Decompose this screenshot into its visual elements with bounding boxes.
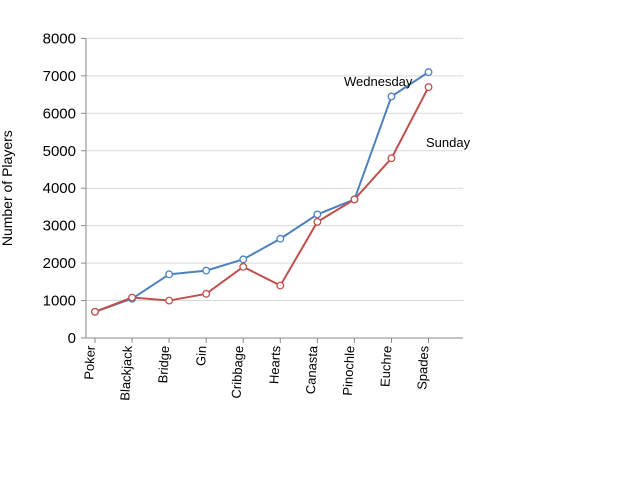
svg-text:Bridge: Bridge [155, 345, 172, 383]
svg-text:Hearts: Hearts [266, 345, 283, 385]
svg-text:8000: 8000 [43, 30, 76, 47]
svg-text:Pinochle: Pinochle [340, 345, 358, 396]
svg-text:7000: 7000 [43, 68, 76, 85]
svg-text:Poker: Poker [81, 345, 98, 380]
svg-text:2000: 2000 [43, 255, 76, 272]
svg-text:5000: 5000 [43, 143, 76, 160]
svg-text:Cribbage: Cribbage [228, 345, 246, 398]
svg-text:Number of Players: Number of Players [0, 130, 15, 246]
svg-text:Blackjack: Blackjack [117, 345, 135, 401]
svg-text:0: 0 [68, 330, 76, 347]
svg-text:6000: 6000 [43, 105, 76, 122]
svg-text:Spades: Spades [414, 345, 431, 390]
svg-text:Gin: Gin [193, 345, 209, 366]
svg-text:Euchre: Euchre [377, 345, 394, 387]
svg-text:3000: 3000 [43, 218, 76, 235]
svg-text:Canasta: Canasta [303, 345, 321, 395]
svg-text:1000: 1000 [43, 293, 76, 310]
svg-text:4000: 4000 [43, 180, 76, 197]
svg-text:Sunday: Sunday [426, 135, 471, 150]
svg-text:Wednesday: Wednesday [344, 74, 413, 89]
